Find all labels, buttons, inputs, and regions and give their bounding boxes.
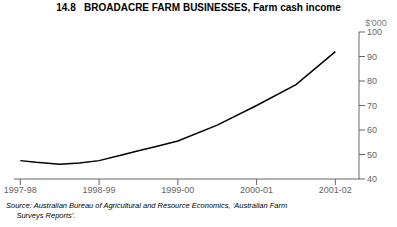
svg-text:2000-01: 2000-01 bbox=[240, 185, 273, 195]
html-text:Surveys Reports’.: Surveys Reports’. bbox=[6, 211, 76, 220]
svg-text:70: 70 bbox=[367, 101, 377, 111]
svg-text:90: 90 bbox=[367, 52, 377, 62]
svg-text:50: 50 bbox=[367, 150, 377, 160]
svg-text:1998-99: 1998-99 bbox=[83, 185, 116, 195]
html-text:14.8 BROADACRE FARM BUSINESSES: 14.8 BROADACRE FARM BUSINESSES, Farm cas… bbox=[56, 2, 341, 13]
svg-text:80: 80 bbox=[367, 76, 377, 86]
svg-text:100: 100 bbox=[367, 27, 382, 37]
svg-text:60: 60 bbox=[367, 125, 377, 135]
svg-text:1999-00: 1999-00 bbox=[161, 185, 194, 195]
svg-text:2001-02: 2001-02 bbox=[319, 185, 352, 195]
svg-text:40: 40 bbox=[367, 174, 377, 184]
svg-text:$'000: $'000 bbox=[365, 18, 387, 28]
svg-text:1997-98: 1997-98 bbox=[8, 185, 37, 195]
html-text:Source: Australian Bureau of A: Source: Australian Bureau of Agricultura… bbox=[6, 201, 288, 210]
